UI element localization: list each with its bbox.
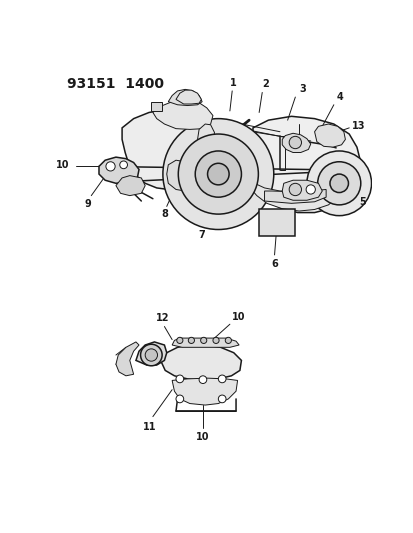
Text: 7: 7 — [197, 230, 204, 239]
Circle shape — [106, 161, 115, 171]
Circle shape — [145, 349, 157, 361]
Polygon shape — [116, 175, 145, 196]
Text: 10: 10 — [56, 160, 69, 170]
Text: 93151  1400: 93151 1400 — [66, 77, 163, 91]
Polygon shape — [135, 342, 166, 365]
Polygon shape — [197, 124, 214, 155]
Circle shape — [200, 337, 206, 343]
Circle shape — [288, 136, 301, 149]
Circle shape — [188, 337, 194, 343]
Polygon shape — [176, 90, 201, 104]
Text: 1: 1 — [229, 78, 236, 88]
Circle shape — [218, 395, 225, 403]
Text: 13: 13 — [351, 122, 364, 131]
Circle shape — [212, 337, 218, 343]
Polygon shape — [200, 124, 251, 196]
Polygon shape — [168, 90, 202, 106]
Polygon shape — [151, 102, 162, 111]
Circle shape — [176, 375, 183, 383]
Polygon shape — [172, 378, 237, 405]
Circle shape — [305, 185, 315, 194]
Circle shape — [207, 163, 228, 185]
Polygon shape — [99, 157, 139, 183]
Circle shape — [140, 344, 162, 366]
Circle shape — [288, 183, 301, 196]
Polygon shape — [251, 182, 341, 211]
Circle shape — [329, 174, 348, 192]
Polygon shape — [264, 189, 325, 203]
Text: 9: 9 — [85, 199, 91, 209]
Text: 11: 11 — [143, 422, 156, 432]
Text: 10: 10 — [196, 432, 209, 442]
Polygon shape — [160, 345, 241, 381]
Text: 2: 2 — [261, 79, 268, 90]
Polygon shape — [152, 99, 212, 130]
Polygon shape — [314, 124, 344, 147]
Text: 6: 6 — [271, 259, 277, 269]
Text: 4: 4 — [335, 92, 342, 102]
Text: 10: 10 — [232, 312, 245, 322]
Text: 3: 3 — [299, 84, 305, 94]
Polygon shape — [172, 338, 239, 348]
Circle shape — [195, 151, 241, 197]
Polygon shape — [116, 342, 139, 376]
Polygon shape — [282, 180, 321, 200]
Circle shape — [225, 337, 231, 343]
Text: 8: 8 — [161, 209, 167, 220]
Circle shape — [317, 161, 360, 205]
Polygon shape — [282, 133, 310, 152]
Circle shape — [199, 376, 206, 384]
Polygon shape — [259, 209, 294, 236]
Circle shape — [218, 375, 225, 383]
Polygon shape — [122, 109, 210, 189]
Polygon shape — [249, 116, 360, 213]
Circle shape — [178, 134, 258, 214]
Text: 12: 12 — [156, 313, 169, 324]
Circle shape — [119, 161, 127, 168]
Polygon shape — [166, 160, 197, 191]
Circle shape — [306, 151, 371, 216]
Circle shape — [176, 337, 183, 343]
Text: 5: 5 — [358, 197, 365, 207]
Circle shape — [162, 119, 273, 230]
Circle shape — [176, 395, 183, 403]
